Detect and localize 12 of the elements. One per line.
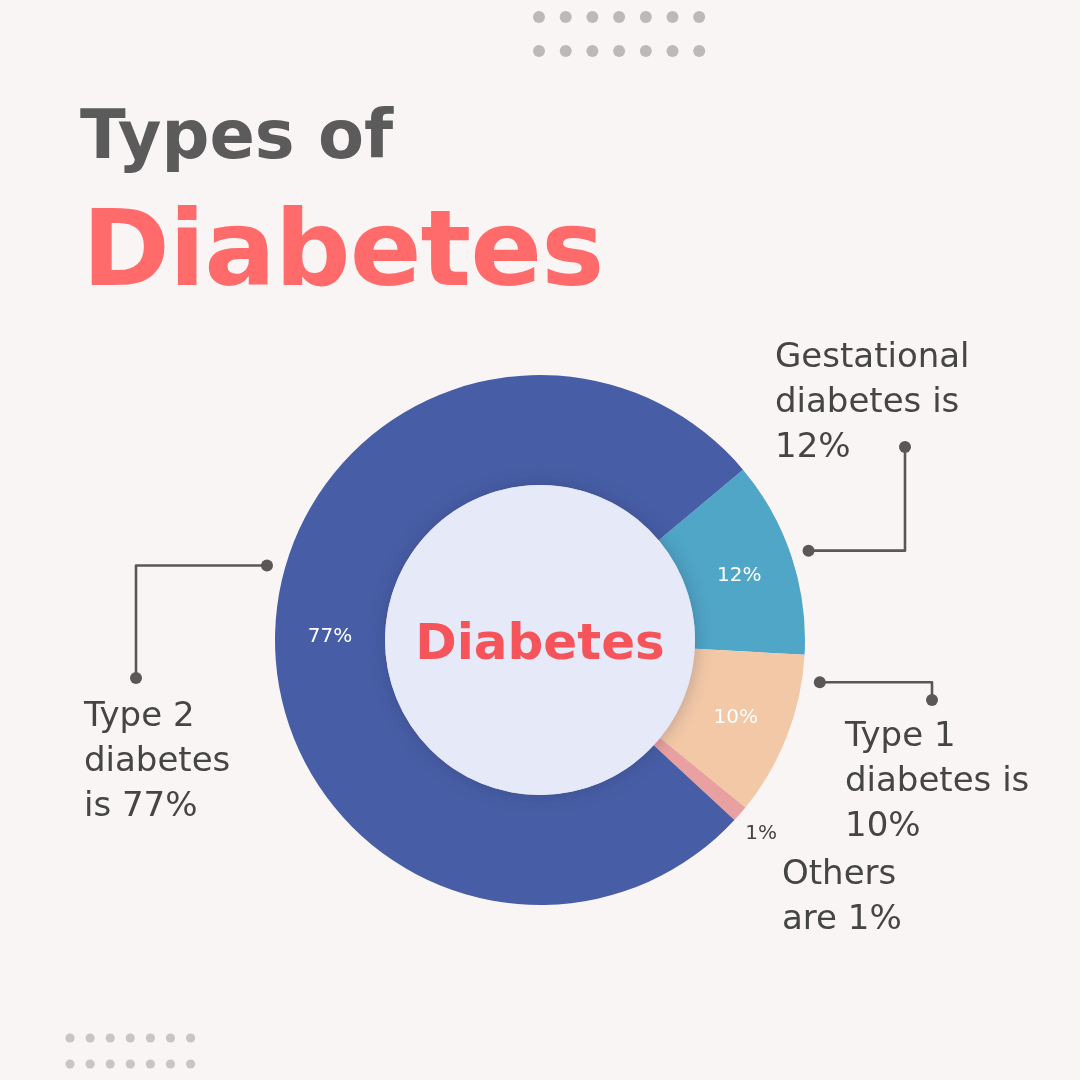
chart-title: Types of xyxy=(80,96,394,174)
text: Diabetes xyxy=(415,613,665,671)
slice-label: Type 2 diabetes is 77% xyxy=(84,693,232,826)
data-label: 12% xyxy=(717,561,762,586)
slice-label: Gestational diabetes is 12% xyxy=(775,334,971,467)
slice-label: Others are 1% xyxy=(782,851,903,939)
data-label: 1% xyxy=(745,820,777,845)
slice-label: Type 1 diabetes is 10% xyxy=(845,713,1031,846)
data-label: 77% xyxy=(307,622,353,647)
donut-slice xyxy=(653,737,746,821)
chart-subtitle: Diabetes xyxy=(82,187,604,310)
data-label: 10% xyxy=(713,703,759,728)
